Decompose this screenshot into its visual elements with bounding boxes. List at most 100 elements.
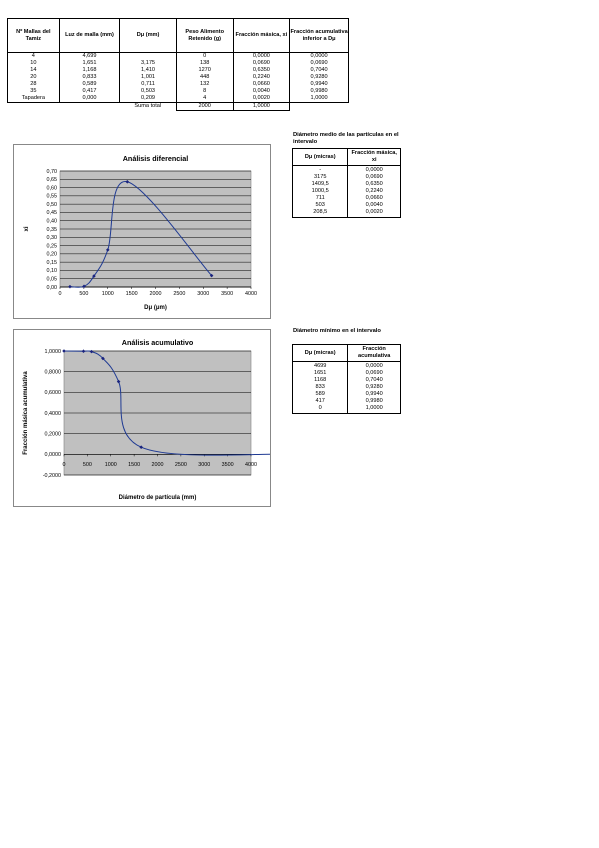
data-point xyxy=(116,379,121,384)
differential-chart-svg: Análisis diferencial 0,00 0,05 0,10 0,15 0,20… xyxy=(24,154,257,311)
table-row: 35 0,417 0,503 8 0,0040 0,9980 xyxy=(7,88,349,95)
table-cell: 0,9940 xyxy=(347,391,401,398)
table-cell: 138 xyxy=(175,60,234,67)
table-row: 417 0,9980 xyxy=(291,398,401,405)
x-axis-label: Dμ (μm) xyxy=(144,305,167,311)
x-tick-label: 1000 xyxy=(105,462,117,468)
x-tick-label: 3500 xyxy=(221,291,233,297)
table-cell: 0,0000 xyxy=(347,361,401,370)
side1-header-fraction: Fracción másica, xi xyxy=(347,148,401,166)
table-cell: 0 xyxy=(291,405,349,414)
data-point xyxy=(62,349,66,353)
table-cell: 0,0020 xyxy=(232,95,291,103)
table-header-row: Nº Mallas del Tamiz Luz de malla (mm) Dμ… xyxy=(7,18,349,53)
data-point xyxy=(89,349,94,354)
table-cell: 0,000 xyxy=(58,95,121,103)
x-tick-label: 4000 xyxy=(245,462,257,468)
x-axis-label: Diámetro de partícula (mm) xyxy=(119,495,197,501)
table-cell: 711 xyxy=(291,195,349,202)
chart-title: Análisis diferencial xyxy=(123,154,189,163)
table-cell: 0,417 xyxy=(58,88,121,95)
table-row: 1409,5 0,6350 xyxy=(291,181,401,188)
table-row: 711 0,0660 xyxy=(291,195,401,202)
data-point xyxy=(92,274,96,278)
table-cell: 0,0690 xyxy=(289,60,349,67)
table-cell: 4 xyxy=(7,52,60,60)
x-tick-label: 3500 xyxy=(222,462,234,468)
x-tick-label: 4000 xyxy=(245,291,257,297)
table-cell: 0,7040 xyxy=(347,377,401,384)
table-cell: 208,5 xyxy=(291,209,349,218)
side1-header-diameter: Dμ (micras) xyxy=(291,148,349,166)
table-row: 14 1,168 1,410 1270 0,6350 0,7040 xyxy=(7,67,349,74)
table-cell: 0,0000 xyxy=(289,52,349,60)
table-cell: 0,6350 xyxy=(347,181,401,188)
table-cell: 10 xyxy=(7,60,60,67)
header-retained-weight: Peso Alimento Retenido (g) xyxy=(175,18,234,53)
table-cell: 4699 xyxy=(291,361,349,370)
table-row: 1168 0,7040 xyxy=(291,377,401,384)
table-cell: 0,0040 xyxy=(232,88,291,95)
table-row: 1000,5 0,2240 xyxy=(291,188,401,195)
table-row: Tapadera 0,000 0,209 4 0,0020 1,0000 xyxy=(7,95,349,103)
data-point xyxy=(68,284,72,289)
table-cell: 3,175 xyxy=(119,60,177,67)
x-tick-label: 2000 xyxy=(150,291,162,297)
y-tick-label: 0,25 xyxy=(47,243,58,249)
table-cell: 0,9980 xyxy=(347,398,401,405)
y-tick-label: 0,30 xyxy=(47,235,58,241)
table-cell: 448 xyxy=(175,74,234,81)
table-row: 589 0,9940 xyxy=(291,391,401,398)
data-point xyxy=(82,284,86,289)
header-cumulative-fraction: Fracción acumulativa inferior a Dμ xyxy=(289,18,349,53)
table-row: 503 0,0040 xyxy=(291,202,401,209)
header-mean-diameter: Dμ (mm) xyxy=(119,18,177,53)
table-cell: 0,0020 xyxy=(347,209,401,218)
cumulative-chart-svg: Análisis acumulativo -0,2000 0,0000 0,2000 0… xyxy=(23,338,286,501)
x-tick-label: 2000 xyxy=(152,462,164,468)
table-cell: 8 xyxy=(175,88,234,95)
table-cell: 0,589 xyxy=(58,81,121,88)
y-tick-label: 0,10 xyxy=(47,268,58,274)
table-cell xyxy=(119,52,177,60)
cumulative-analysis-chart: Análisis acumulativo -0,2000 0,0000 0,2000 0… xyxy=(13,329,286,507)
y-tick-label: 0,55 xyxy=(47,194,58,200)
y-tick-label: 0,60 xyxy=(47,185,58,191)
side2-header-diameter: Dμ (micras) xyxy=(291,344,349,362)
x-tick-label: 2500 xyxy=(173,291,185,297)
table-cell: 28 xyxy=(7,81,60,88)
x-tick-label: 1500 xyxy=(126,291,138,297)
x-tick-label: 0 xyxy=(63,462,66,468)
table-cell: 0,7040 xyxy=(289,67,349,74)
table-row: 20 0,833 1,001 448 0,2240 0,9280 xyxy=(7,74,349,81)
side-table-1-title: Diámetro medio de las partículas en el i… xyxy=(293,132,399,145)
table-cell: 0 xyxy=(175,52,234,60)
table-cell: 0,0000 xyxy=(347,165,401,174)
data-point xyxy=(81,349,86,354)
table-row: 28 0,589 0,711 132 0,0660 0,9940 xyxy=(7,81,349,88)
y-tick-label: 0,50 xyxy=(47,202,58,208)
y-tick-label: 0,40 xyxy=(47,219,58,225)
y-tick-label: 0,45 xyxy=(47,210,58,216)
table-cell: 4 xyxy=(175,95,234,103)
table-cell: 0,503 xyxy=(119,88,177,95)
x-tick-label: 2500 xyxy=(175,462,187,468)
y-tick-label: -0,2000 xyxy=(43,473,61,479)
table-cell: 0,0690 xyxy=(232,60,291,67)
table-cell: 1,410 xyxy=(119,67,177,74)
x-tick-label: 3000 xyxy=(198,462,210,468)
table-cell: 0,0660 xyxy=(232,81,291,88)
table-footer-row: Suma total 2000 1,0000 xyxy=(8,102,349,111)
min-diameter-table: Dμ (micras) Fracción acumulativa 4699 0,0… xyxy=(291,344,401,414)
table-row: 10 1,651 3,175 138 0,0690 0,0690 xyxy=(7,60,349,67)
table-cell: 1,0000 xyxy=(289,95,349,103)
sum-total-weight: 2000 xyxy=(175,102,234,111)
y-tick-label: 0,8000 xyxy=(45,369,62,375)
data-point xyxy=(105,248,110,252)
table-cell: 0,0040 xyxy=(347,202,401,209)
chart-title: Análisis acumulativo xyxy=(122,338,194,347)
table-cell: 0,0000 xyxy=(232,52,291,60)
x-tick-label: 500 xyxy=(83,462,92,468)
table-row: 0 1,0000 xyxy=(291,405,401,414)
table-cell: 0,9980 xyxy=(289,88,349,95)
